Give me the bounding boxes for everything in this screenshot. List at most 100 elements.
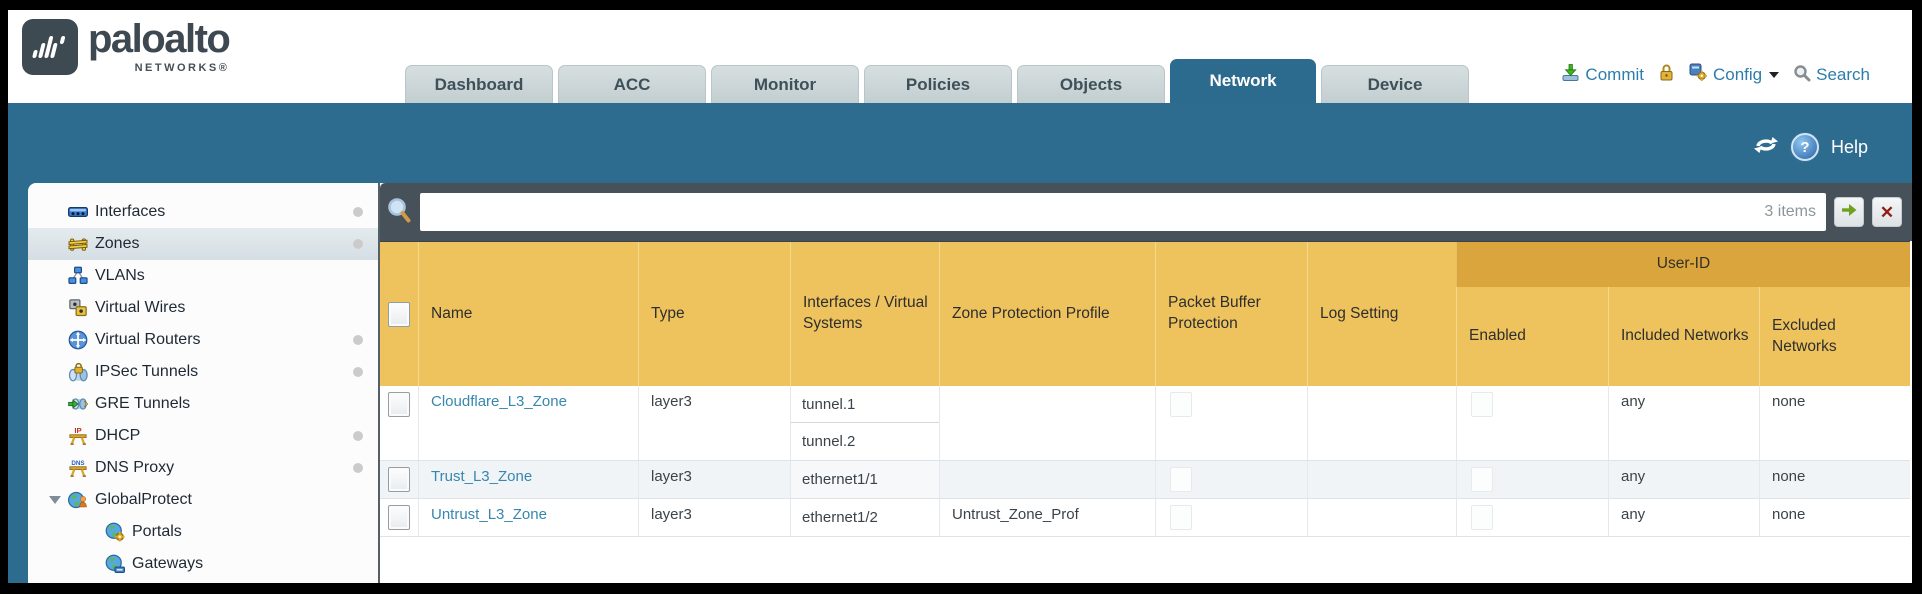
packet-buffer-protection-checkbox[interactable] <box>1170 505 1192 530</box>
column-header-name[interactable]: Name <box>418 242 638 386</box>
interfaces-cell: ethernet1/1 <box>790 461 939 498</box>
svg-text:DNS: DNS <box>71 460 84 467</box>
zone-protection-profile-cell <box>939 461 1155 498</box>
config-menu[interactable]: Config <box>1689 63 1780 87</box>
dhcp-icon: IP <box>68 426 88 446</box>
sidebar-item-label: IPSec Tunnels <box>95 363 199 380</box>
sidebar-item-label: VLANs <box>95 267 145 284</box>
sidebar-item-interfaces[interactable]: Interfaces <box>28 196 378 228</box>
interface-entry: tunnel.2 <box>791 423 939 460</box>
tab-device[interactable]: Device <box>1321 65 1469 103</box>
sidebar-item-zones[interactable]: Zones <box>28 228 378 260</box>
expander-triangle-icon[interactable] <box>49 496 61 504</box>
column-header-interfaces[interactable]: Interfaces / Virtual Systems <box>790 242 939 386</box>
zone-name-link[interactable]: Trust_L3_Zone <box>431 468 533 485</box>
sidebar-item-gateways[interactable]: Gateways <box>28 548 378 580</box>
sidebar-item-globalprotect[interactable]: GlobalProtect <box>28 484 378 516</box>
tab-policies[interactable]: Policies <box>864 65 1012 103</box>
config-icon <box>1689 63 1708 87</box>
svg-text:IP: IP <box>74 426 81 435</box>
pan-os-window: paloalto NETWORKS® Dashboard ACC Monitor Po… <box>8 10 1912 583</box>
interface-entry: tunnel.1 <box>791 386 939 423</box>
user-id-enabled-checkbox[interactable] <box>1471 467 1493 492</box>
sidebar-item-virtual-routers[interactable]: Virtual Routers <box>28 324 378 356</box>
column-header-zone-protection-profile[interactable]: Zone Protection Profile <box>939 242 1155 386</box>
commit-icon <box>1561 63 1580 87</box>
gre-tunnels-icon <box>68 394 88 414</box>
column-header-enabled[interactable]: Enabled <box>1456 287 1608 386</box>
sidebar-item-gre-tunnels[interactable]: GRE Tunnels <box>28 388 378 420</box>
sidebar-item-vlans[interactable]: VLANs <box>28 260 378 292</box>
sidebar-item-dhcp[interactable]: IP DHCP <box>28 420 378 452</box>
global-search[interactable]: Search <box>1793 64 1870 87</box>
refresh-icon[interactable] <box>1753 134 1779 161</box>
column-header-excluded-networks[interactable]: Excluded Networks <box>1759 287 1910 386</box>
apply-filter-button[interactable] <box>1834 197 1864 227</box>
column-header-log-setting[interactable]: Log Setting <box>1307 242 1456 386</box>
sidebar-item-dns-proxy[interactable]: DNS DNS Proxy <box>28 452 378 484</box>
tab-monitor[interactable]: Monitor <box>711 65 859 103</box>
sidebar-item-portals[interactable]: Portals <box>28 516 378 548</box>
user-id-enabled-cell <box>1456 461 1608 498</box>
packet-buffer-protection-cell <box>1155 461 1307 498</box>
search-label: Search <box>1816 65 1870 84</box>
filter-toolbar: 3 items ✕ <box>380 183 1912 241</box>
dns-proxy-icon: DNS <box>68 458 88 478</box>
virtual-routers-icon <box>68 330 88 350</box>
row-checkbox[interactable] <box>388 467 410 492</box>
top-bar: paloalto NETWORKS® Dashboard ACC Monitor Po… <box>8 10 1912 103</box>
log-setting-cell <box>1307 499 1456 536</box>
ipsec-tunnels-icon <box>68 362 88 382</box>
tab-acc[interactable]: ACC <box>558 65 706 103</box>
table-row: Cloudflare_L3_Zone layer3 tunnel.1 tunnel.2… <box>380 386 1910 461</box>
status-dot-icon <box>353 239 363 249</box>
log-setting-cell <box>1307 461 1456 498</box>
zone-type-cell: layer3 <box>638 461 790 498</box>
column-header-type[interactable]: Type <box>638 242 790 386</box>
sidebar-item-ipsec-tunnels[interactable]: IPSec Tunnels <box>28 356 378 388</box>
zone-type-cell: layer3 <box>638 386 790 460</box>
virtual-wires-icon <box>68 298 88 318</box>
user-id-enabled-checkbox[interactable] <box>1471 505 1493 530</box>
column-header-packet-buffer-protection[interactable]: Packet Buffer Protection <box>1155 242 1307 386</box>
magnifier-icon <box>386 196 412 229</box>
column-group-user-id: User-ID <box>1456 242 1910 287</box>
sidebar-item-label: GRE Tunnels <box>95 395 191 412</box>
tab-dashboard[interactable]: Dashboard <box>405 65 553 103</box>
row-select-cell <box>380 386 418 460</box>
column-header-included-networks[interactable]: Included Networks <box>1608 287 1759 386</box>
commit-button[interactable]: Commit <box>1561 63 1644 87</box>
sidebar-item-label: DNS Proxy <box>95 459 175 476</box>
tab-objects[interactable]: Objects <box>1017 65 1165 103</box>
filter-input[interactable] <box>420 193 1765 231</box>
row-select-cell <box>380 461 418 498</box>
packet-buffer-protection-checkbox[interactable] <box>1170 392 1192 417</box>
sidebar-item-label: GlobalProtect <box>95 491 192 508</box>
help-label[interactable]: Help <box>1830 136 1868 157</box>
row-checkbox[interactable] <box>388 392 410 417</box>
paloalto-logo-icon <box>22 19 78 75</box>
tab-network[interactable]: Network <box>1170 59 1316 103</box>
sidebar: Interfaces Zones VLANs Virtual Wires Virtual… <box>28 183 380 583</box>
lock-icon[interactable] <box>1658 63 1675 87</box>
status-dot-icon <box>353 431 363 441</box>
zone-protection-profile-cell: Untrust_Zone_Prof <box>939 499 1155 536</box>
zone-name-link[interactable]: Cloudflare_L3_Zone <box>431 393 567 410</box>
help-icon[interactable]: ? <box>1790 133 1819 161</box>
zone-name-link[interactable]: Untrust_L3_Zone <box>431 506 547 523</box>
clear-filter-button[interactable]: ✕ <box>1872 197 1902 227</box>
zone-name-cell: Untrust_L3_Zone <box>418 499 638 536</box>
user-id-enabled-checkbox[interactable] <box>1471 392 1493 417</box>
select-all-checkbox[interactable] <box>388 301 410 327</box>
row-checkbox[interactable] <box>388 505 410 530</box>
table-body: Cloudflare_L3_Zone layer3 tunnel.1 tunnel.2… <box>380 386 1910 537</box>
packet-buffer-protection-checkbox[interactable] <box>1170 467 1192 492</box>
brand-subname: NETWORKS® <box>134 62 230 74</box>
user-id-enabled-cell <box>1456 499 1608 536</box>
apply-filter-icon <box>1841 203 1857 222</box>
row-select-cell <box>380 499 418 536</box>
nav-tabs: Dashboard ACC Monitor Policies Objects Networ… <box>405 59 1469 103</box>
sidebar-item-label: Virtual Routers <box>95 331 201 348</box>
interface-entry: ethernet1/2 <box>791 499 939 536</box>
sidebar-item-virtual-wires[interactable]: Virtual Wires <box>28 292 378 324</box>
